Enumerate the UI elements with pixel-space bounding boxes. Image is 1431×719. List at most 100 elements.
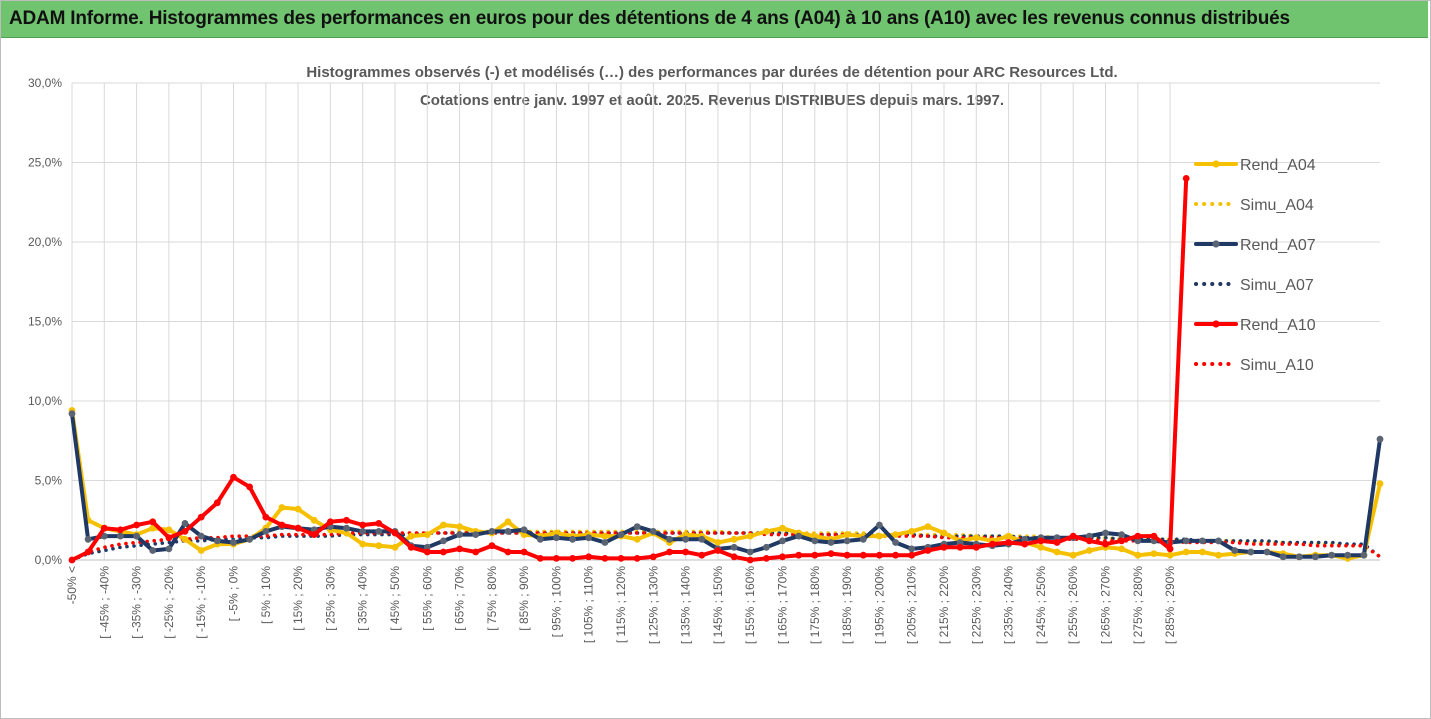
data-point xyxy=(779,524,786,532)
data-point xyxy=(230,473,237,481)
data-point xyxy=(972,543,980,551)
data-point xyxy=(1069,551,1077,559)
x-tick-label: [ 25% ; 30% xyxy=(323,566,337,631)
data-point xyxy=(1134,551,1142,559)
x-tick-label: [ 285% ; 290% xyxy=(1163,566,1177,644)
data-point xyxy=(117,526,124,534)
x-tick-label: [ 245% ; 250% xyxy=(1034,566,1048,644)
data-point xyxy=(682,531,689,538)
data-point xyxy=(956,543,964,551)
data-point xyxy=(698,551,706,559)
data-point xyxy=(924,523,932,530)
data-point xyxy=(197,513,205,521)
data-point xyxy=(1069,532,1077,540)
data-point xyxy=(1021,540,1029,548)
data-point xyxy=(407,532,415,540)
x-tick-label: [ 15% ; 20% xyxy=(291,566,305,631)
data-point xyxy=(730,543,738,551)
data-point xyxy=(1150,550,1158,557)
y-tick-label: 10,0% xyxy=(28,394,62,408)
data-point xyxy=(262,513,270,521)
data-point xyxy=(1279,553,1287,561)
data-point xyxy=(359,540,367,548)
data-point xyxy=(1118,537,1125,545)
legend: Rend_A04 Simu_A04 Rend_A07 Simu_A07 Rend_A10… xyxy=(1194,157,1316,374)
legend-label-rend_a04: Rend_A04 xyxy=(1240,157,1316,174)
data-point xyxy=(1182,537,1190,545)
data-point xyxy=(795,551,803,559)
x-tick-label: [ 165% ; 170% xyxy=(776,566,790,644)
x-tick-label: [ 135% ; 140% xyxy=(679,566,693,644)
data-point xyxy=(391,543,399,551)
data-point xyxy=(310,516,318,524)
data-point xyxy=(1182,548,1190,556)
data-point xyxy=(165,545,173,553)
legend-label-simu_a07: Simu_A07 xyxy=(1240,277,1314,294)
data-point xyxy=(536,555,544,562)
data-point xyxy=(746,532,754,540)
data-point xyxy=(843,537,851,545)
data-point xyxy=(553,529,560,537)
legend-label-simu_a04: Simu_A04 xyxy=(1240,197,1314,214)
data-point xyxy=(294,505,302,513)
data-point xyxy=(1053,539,1061,546)
x-tick-label: [ -35% ; -30% xyxy=(130,566,144,639)
data-point xyxy=(1037,543,1045,551)
data-point xyxy=(1376,480,1384,488)
x-tick-label: [ 145% ; 150% xyxy=(711,566,725,644)
x-tick-label: -50% < xyxy=(65,566,79,604)
x-tick-label: [ 75% ; 80% xyxy=(485,566,499,631)
data-point xyxy=(876,551,883,559)
x-tick-label: [ 265% ; 270% xyxy=(1098,566,1112,644)
data-point xyxy=(1102,540,1109,548)
data-point xyxy=(876,532,883,540)
data-point xyxy=(698,535,706,543)
data-point xyxy=(892,551,899,559)
series-line-rend_a10 xyxy=(70,176,1189,562)
data-point xyxy=(423,531,431,538)
data-point xyxy=(1053,548,1061,556)
data-point xyxy=(504,528,512,535)
data-point xyxy=(536,535,544,543)
data-point xyxy=(1085,547,1093,554)
data-point xyxy=(84,548,92,556)
y-tick-label: 20,0% xyxy=(28,235,62,249)
data-point xyxy=(908,551,916,559)
data-point xyxy=(553,534,560,542)
data-point xyxy=(165,534,173,542)
data-point xyxy=(343,529,350,537)
data-point xyxy=(569,535,576,543)
data-point xyxy=(827,539,835,546)
data-point xyxy=(1085,532,1093,540)
legend-marker xyxy=(1212,160,1220,168)
legend-marker xyxy=(1212,240,1220,248)
data-point xyxy=(924,547,932,554)
data-point xyxy=(633,523,641,530)
data-point xyxy=(666,535,673,543)
data-point xyxy=(666,548,673,556)
data-point xyxy=(714,547,722,554)
data-point xyxy=(649,528,657,535)
data-point xyxy=(1344,551,1352,559)
data-point xyxy=(892,539,899,546)
data-point xyxy=(1263,548,1271,556)
data-point xyxy=(795,532,803,540)
data-point xyxy=(213,537,221,545)
data-point xyxy=(827,550,835,557)
x-tick-label: [ -15% ; -10% xyxy=(194,566,208,639)
data-point xyxy=(714,539,722,546)
x-tick-label: [ 105% ; 110% xyxy=(582,566,596,643)
data-point xyxy=(359,528,367,535)
x-tick-label: [ 235% ; 240% xyxy=(1002,566,1016,644)
data-point xyxy=(1134,532,1142,540)
data-point xyxy=(972,534,980,542)
data-point xyxy=(391,529,399,537)
x-tick-label: [ 155% ; 160% xyxy=(743,566,757,644)
x-tick-label: [ 205% ; 210% xyxy=(905,566,919,644)
legend-label-rend_a07: Rend_A07 xyxy=(1240,237,1316,254)
x-tick-label: [ 215% ; 220% xyxy=(937,566,951,644)
data-point xyxy=(488,528,496,535)
data-point xyxy=(310,531,318,538)
report-title: ADAM Informe. Histogrammes des performan… xyxy=(9,8,1290,29)
